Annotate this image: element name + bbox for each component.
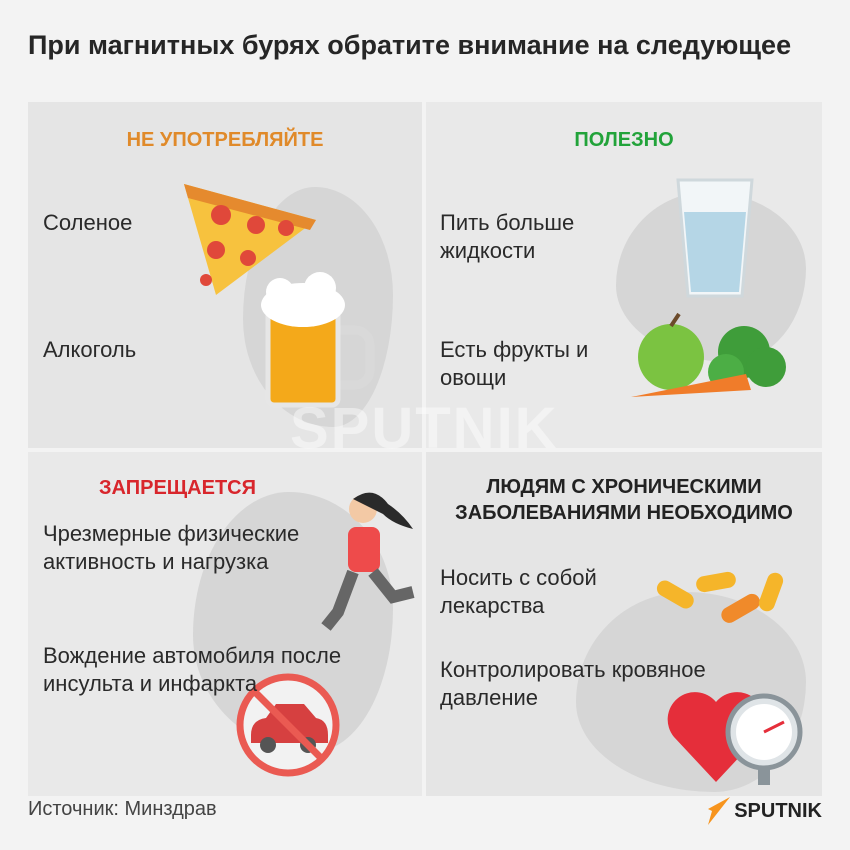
page-title: При магнитных бурях обратите внимание на… xyxy=(28,30,792,60)
watermark: SPUTNIK xyxy=(290,396,559,461)
item-carry-medicine: Носить с собой лекарства xyxy=(440,565,597,618)
runner-icon xyxy=(321,492,415,631)
panel-do-not-consume: НЕ УПОТРЕБЛЯЙТЕ Соленое Алкоголь xyxy=(28,102,422,448)
panel-useful: ПОЛЕЗНО Пить больше жидкости Есть фрукты… xyxy=(426,102,822,448)
panel-heading: ЗАПРЕЩАЕТСЯ xyxy=(99,477,256,499)
no-car-icon xyxy=(236,673,340,777)
panel-heading: ПОЛЕЗНО xyxy=(574,129,674,151)
fruits-vegetables-icon xyxy=(631,312,786,397)
item-physical-activity: Чрезмерные физические активность и нагру… xyxy=(43,521,300,574)
panel-forbidden: ЗАПРЕЩАЕТСЯ Чрезмерные физические активн… xyxy=(28,452,422,796)
item-drink-more: Пить больше жидкости xyxy=(440,210,575,263)
item-alcohol: Алкоголь xyxy=(43,337,137,362)
item-control-pressure: Контролировать кровяное давление xyxy=(440,657,706,710)
panel-chronic: ЛЮДЯМ С ХРОНИЧЕСКИМИ ЗАБОЛЕВАНИЯМИ НЕОБХ… xyxy=(426,452,822,796)
heart-pressure-gauge-icon xyxy=(667,692,803,785)
item-driving: Вождение автомобиля после инсульта и инф… xyxy=(43,643,342,696)
item-salty: Соленое xyxy=(43,210,133,235)
water-glass-icon xyxy=(676,178,754,298)
beer-mug-icon xyxy=(261,272,375,408)
sputnik-logo-icon xyxy=(708,797,731,825)
logo-text: SPUTNIK xyxy=(734,799,822,822)
pills-icon xyxy=(656,571,784,623)
pizza-icon xyxy=(184,184,316,295)
item-fruits-vegetables: Есть фрукты и овощи xyxy=(440,337,589,390)
panel-heading: НЕ УПОТРЕБЛЯЙТЕ xyxy=(126,129,324,151)
sputnik-logo: SPUTNIK xyxy=(706,796,822,826)
panel-heading: ЛЮДЯМ С ХРОНИЧЕСКИМИ ЗАБОЛЕВАНИЯМИ НЕОБХ… xyxy=(455,476,793,524)
source-text: Источник: Минздрав xyxy=(28,798,217,820)
